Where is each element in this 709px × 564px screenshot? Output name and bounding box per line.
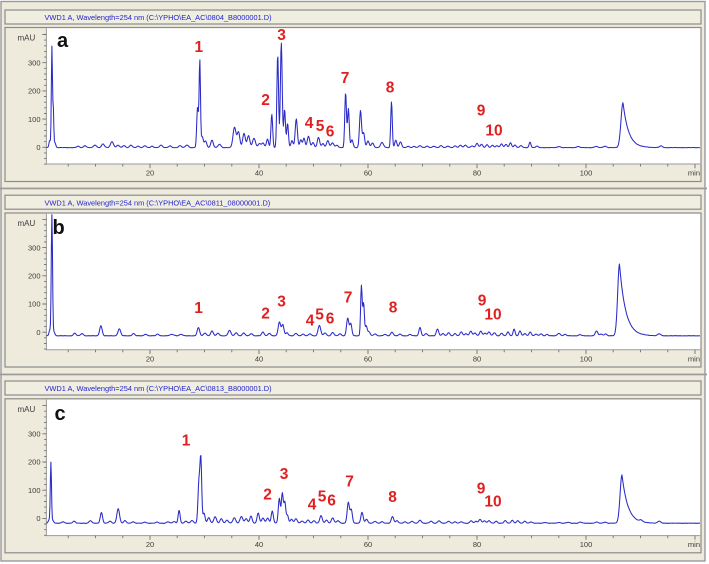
svg-text:60: 60	[364, 169, 372, 178]
svg-text:4: 4	[306, 313, 315, 330]
svg-text:10: 10	[485, 123, 502, 140]
svg-text:100: 100	[28, 486, 41, 495]
svg-text:6: 6	[326, 124, 335, 141]
svg-text:2: 2	[263, 487, 272, 504]
svg-text:2: 2	[261, 306, 270, 323]
svg-text:60: 60	[364, 540, 372, 549]
svg-text:10: 10	[484, 307, 501, 324]
svg-text:80: 80	[473, 169, 481, 178]
svg-text:6: 6	[326, 311, 335, 328]
svg-text:300: 300	[28, 243, 41, 252]
svg-text:200: 200	[28, 458, 41, 467]
svg-text:3: 3	[280, 466, 289, 483]
svg-text:VWD1 A, Wavelength=254 nm (C:\: VWD1 A, Wavelength=254 nm (C:\YPHO\EA_AC…	[45, 198, 271, 207]
svg-text:20: 20	[146, 540, 154, 549]
svg-text:mAU: mAU	[18, 405, 36, 414]
svg-text:4: 4	[305, 115, 314, 132]
svg-text:7: 7	[345, 474, 354, 491]
svg-text:min: min	[688, 169, 700, 178]
svg-text:100: 100	[28, 300, 41, 309]
svg-text:10: 10	[484, 494, 501, 511]
svg-text:a: a	[57, 30, 69, 52]
svg-text:5: 5	[315, 307, 324, 324]
svg-text:VWD1 A, Wavelength=254 nm (C:\: VWD1 A, Wavelength=254 nm (C:\YPHO\EA_AC…	[45, 13, 272, 22]
svg-text:20: 20	[146, 169, 154, 178]
svg-text:c: c	[55, 403, 66, 425]
svg-text:200: 200	[28, 87, 41, 96]
svg-text:1: 1	[194, 39, 203, 56]
svg-text:9: 9	[477, 103, 486, 120]
svg-text:100: 100	[580, 354, 593, 363]
svg-text:mAU: mAU	[18, 219, 36, 228]
svg-text:3: 3	[277, 27, 286, 44]
svg-text:8: 8	[388, 489, 397, 506]
svg-text:0: 0	[36, 514, 40, 523]
svg-text:100: 100	[580, 169, 593, 178]
svg-text:1: 1	[182, 433, 191, 450]
svg-text:20: 20	[146, 354, 154, 363]
svg-text:5: 5	[316, 118, 325, 135]
svg-text:8: 8	[386, 80, 395, 97]
svg-text:mAU: mAU	[18, 34, 36, 43]
svg-text:7: 7	[341, 70, 350, 87]
svg-text:min: min	[688, 354, 700, 363]
svg-text:b: b	[53, 217, 65, 239]
svg-text:60: 60	[364, 354, 372, 363]
svg-text:300: 300	[28, 58, 41, 67]
svg-text:8: 8	[389, 300, 398, 317]
svg-text:7: 7	[344, 290, 353, 307]
svg-text:80: 80	[473, 540, 481, 549]
svg-text:100: 100	[28, 115, 41, 124]
svg-text:min: min	[688, 540, 700, 549]
svg-text:40: 40	[255, 169, 263, 178]
svg-text:40: 40	[255, 540, 263, 549]
svg-text:9: 9	[478, 293, 487, 310]
svg-text:4: 4	[308, 497, 317, 514]
svg-text:200: 200	[28, 272, 41, 281]
svg-text:0: 0	[36, 143, 40, 152]
svg-text:2: 2	[261, 92, 270, 109]
svg-text:3: 3	[277, 294, 286, 311]
svg-text:VWD1 A, Wavelength=254 nm (C:\: VWD1 A, Wavelength=254 nm (C:\YPHO\EA_AC…	[45, 384, 272, 393]
svg-text:100: 100	[580, 540, 593, 549]
svg-text:5: 5	[318, 489, 327, 506]
svg-text:6: 6	[327, 493, 336, 510]
svg-text:0: 0	[36, 328, 40, 337]
svg-text:40: 40	[255, 354, 263, 363]
svg-text:9: 9	[477, 481, 486, 498]
svg-text:1: 1	[194, 300, 203, 317]
svg-text:80: 80	[473, 354, 481, 363]
svg-text:300: 300	[28, 430, 41, 439]
